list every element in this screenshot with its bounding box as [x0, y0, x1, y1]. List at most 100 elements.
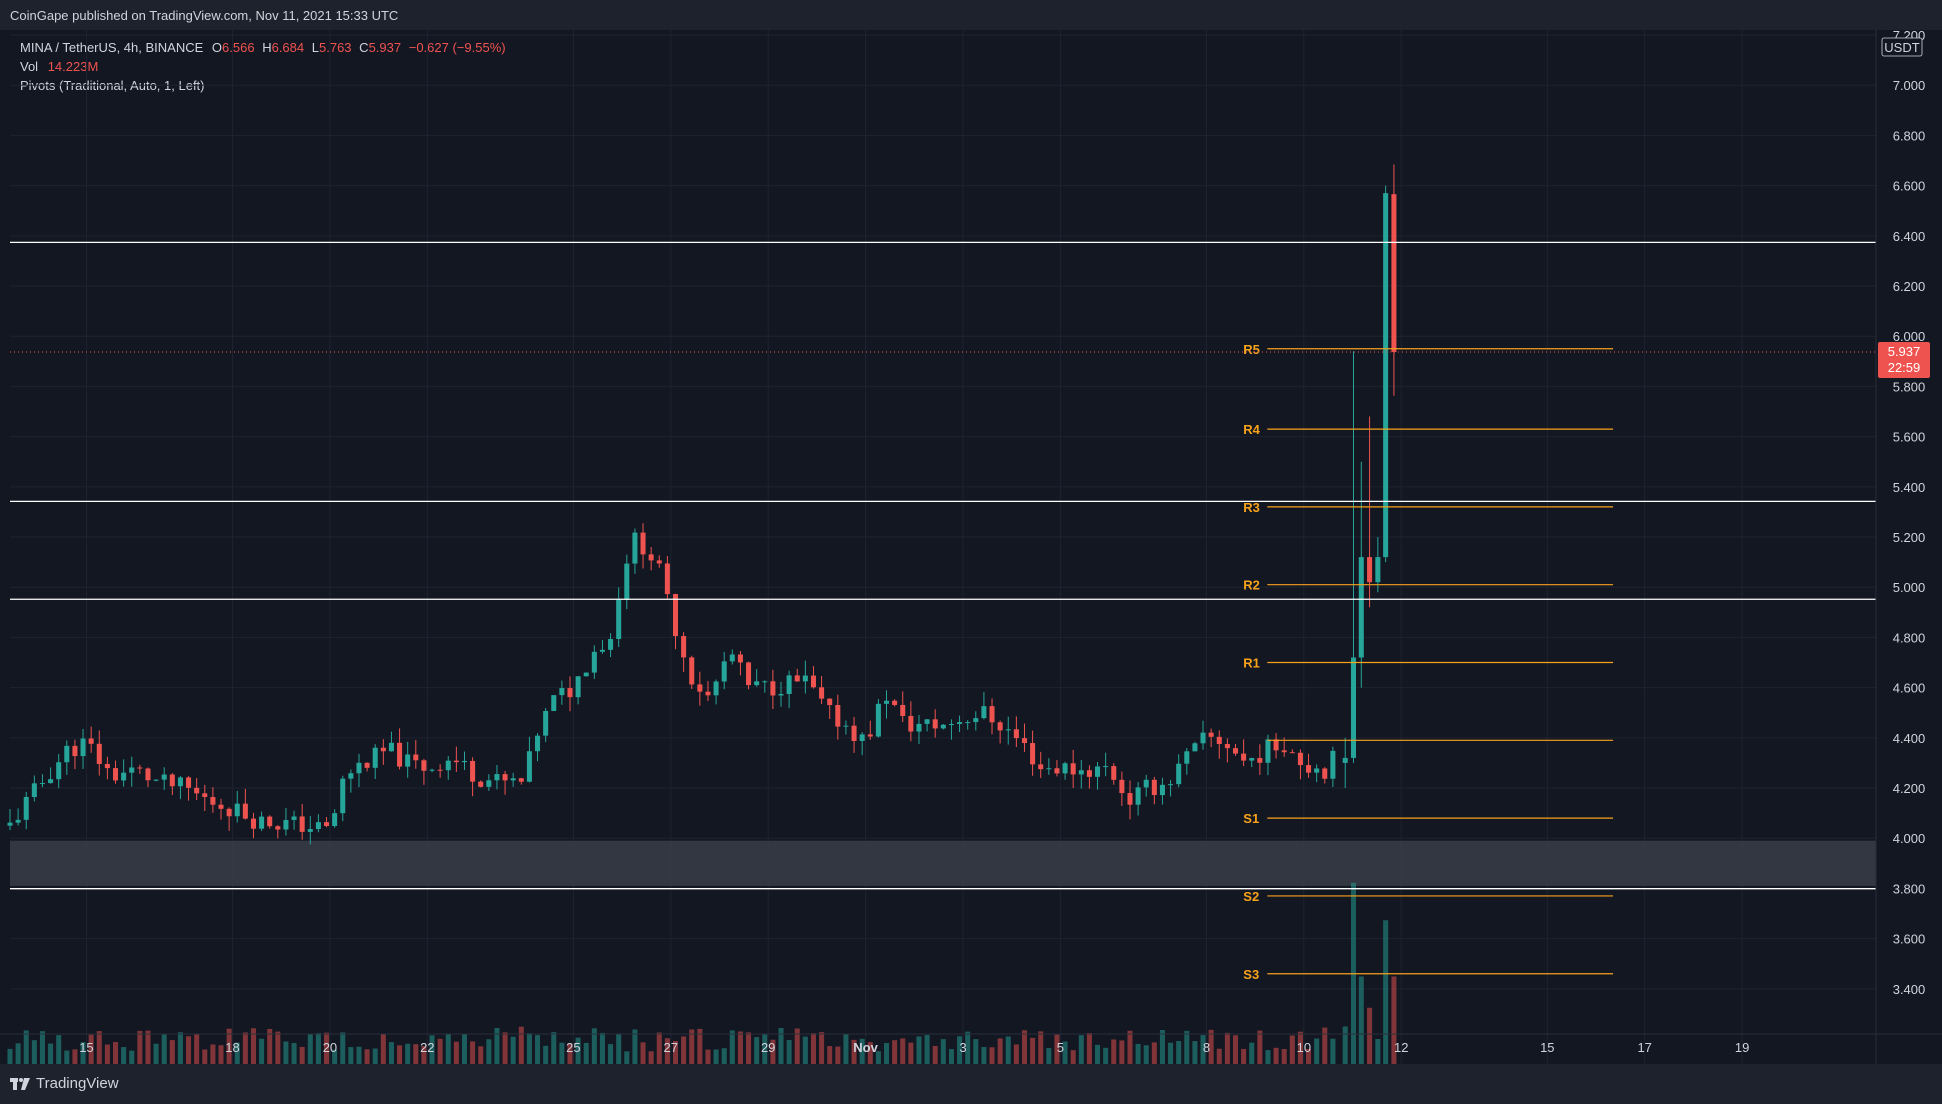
publisher-bar: CoinGape published on TradingView.com, N…: [0, 0, 1942, 30]
candle-body: [145, 768, 151, 781]
volume-bar: [713, 1049, 719, 1064]
candle-body: [810, 675, 816, 688]
candle-body: [88, 738, 94, 744]
candle-body: [713, 681, 719, 696]
volume-bar: [470, 1041, 476, 1064]
price-chart[interactable]: R5R4R3R2R1S1S2S36.3745.3424.9523.7997.20…: [0, 30, 1942, 1064]
candle-body: [453, 760, 459, 763]
ohlc-row: MINA / TetherUS, 4h, BINANCE O6.566 H6.6…: [20, 38, 506, 57]
candle-body: [39, 783, 45, 785]
pivot-label-r1: R1: [1243, 656, 1260, 671]
candle-body: [1358, 557, 1364, 658]
volume-bar: [250, 1028, 256, 1064]
volume-bar: [697, 1028, 703, 1064]
volume-bar: [1168, 1042, 1174, 1064]
symbol-label[interactable]: MINA / TetherUS, 4h, BINANCE: [20, 40, 204, 55]
candle-body: [1367, 557, 1373, 583]
pivot-label-r2: R2: [1243, 578, 1260, 593]
candle-body: [161, 774, 167, 780]
candle-body: [1192, 743, 1198, 752]
candle-body: [121, 772, 127, 781]
volume-bar: [23, 1030, 29, 1064]
volume-bar: [1086, 1033, 1092, 1064]
volume-bar: [502, 1032, 508, 1064]
volume-bar: [324, 1032, 330, 1064]
price-axis[interactable]: [1876, 30, 1942, 1064]
x-tick-label: 8: [1203, 1040, 1210, 1055]
volume-bar: [851, 1039, 857, 1064]
footer-bar: [0, 1064, 1942, 1104]
volume-bar: [1159, 1030, 1165, 1064]
volume-bar: [1119, 1040, 1125, 1064]
volume-bar: [599, 1032, 605, 1064]
volume-bar: [72, 1049, 78, 1064]
pivot-label-s1: S1: [1243, 811, 1259, 826]
volume-bar: [1306, 1048, 1312, 1064]
volume-bar: [1127, 1030, 1133, 1064]
candle-body: [324, 822, 330, 827]
volume-bar: [989, 1047, 995, 1064]
volume-bar: [194, 1033, 200, 1064]
volume-bar: [1342, 1026, 1348, 1064]
x-tick-label: 15: [1540, 1040, 1554, 1055]
candle-body: [299, 816, 305, 832]
volume-bar: [1062, 1041, 1068, 1064]
volume-bar: [1241, 1048, 1247, 1064]
countdown-label: 22:59: [1888, 360, 1921, 375]
change-value: −0.627 (−9.55%): [408, 40, 506, 55]
candle-body: [283, 819, 289, 830]
candle-body: [1200, 732, 1206, 744]
y-tick-label: 4.200: [1893, 781, 1926, 796]
volume-bar: [729, 1030, 735, 1064]
volume-bar: [161, 1034, 167, 1064]
candle-body: [210, 796, 216, 805]
candle-body: [267, 816, 273, 827]
candle-body: [616, 599, 622, 640]
candle-body: [1143, 779, 1149, 788]
volume-bar: [746, 1032, 752, 1064]
volume-bar: [64, 1050, 70, 1064]
pivot-label-r5: R5: [1243, 342, 1260, 357]
candle-body: [202, 793, 208, 797]
volume-bar: [169, 1040, 175, 1064]
volume-bar: [405, 1043, 411, 1064]
tradingview-logo[interactable]: TradingView: [10, 1075, 119, 1092]
volume-bar: [121, 1047, 127, 1064]
candle-body: [989, 706, 995, 723]
volume-bar: [397, 1045, 403, 1064]
high-label: H: [262, 40, 272, 55]
candle-body: [356, 762, 362, 774]
volume-bar: [372, 1048, 378, 1064]
volume-bar: [940, 1039, 946, 1064]
volume-label[interactable]: Vol: [20, 59, 39, 74]
candle-body: [721, 661, 727, 682]
candle-body: [1216, 736, 1222, 744]
candle-body: [1289, 752, 1295, 754]
candle-body: [1054, 768, 1060, 774]
volume-bar: [786, 1039, 792, 1064]
candle-body: [48, 779, 54, 784]
candle-body: [372, 747, 378, 768]
volume-bar: [1273, 1047, 1279, 1064]
candle-body: [535, 735, 541, 752]
y-tick-label: 4.600: [1893, 681, 1926, 696]
volume-bar: [1070, 1050, 1076, 1064]
candle-body: [664, 563, 670, 595]
candle-body: [1342, 757, 1348, 763]
volume-bar: [494, 1028, 500, 1064]
candle-body: [875, 703, 881, 737]
candle-body: [413, 754, 419, 761]
volume-bar: [754, 1037, 760, 1064]
volume-bar: [835, 1046, 841, 1064]
volume-bar: [1143, 1045, 1149, 1064]
volume-bar: [518, 1026, 524, 1064]
candle-body: [234, 803, 240, 817]
volume-bar: [1054, 1034, 1060, 1064]
currency-box: [1881, 37, 1923, 57]
volume-row: Vol 14.223M: [20, 57, 506, 76]
candle-body: [924, 719, 930, 724]
candle-body: [112, 768, 119, 781]
candle-body: [1208, 732, 1214, 737]
candle-body: [64, 745, 70, 763]
volume-bar: [591, 1028, 597, 1064]
